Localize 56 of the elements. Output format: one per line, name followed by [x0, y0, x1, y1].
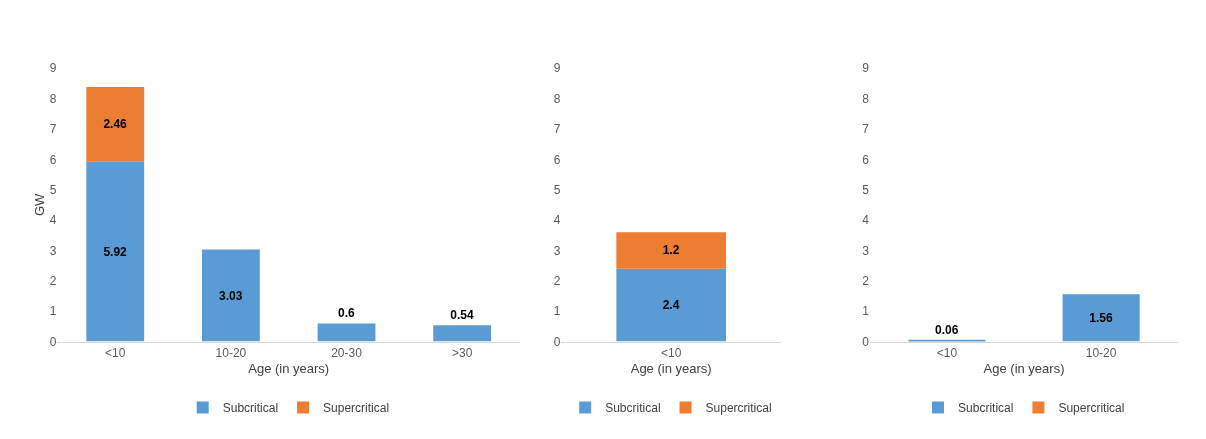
- y-tick-label: 9: [553, 61, 561, 76]
- y-tick-label: 5: [49, 182, 57, 197]
- y-axis-title: GW: [31, 193, 47, 217]
- legend-label: Supercritical: [323, 401, 390, 416]
- y-tick-label: 1: [49, 304, 57, 319]
- legend-label: Supercritical: [1058, 401, 1125, 416]
- x-axis-title: Age (in years): [630, 360, 712, 376]
- x-tick-label: <10: [661, 346, 682, 360]
- y-tick-label: 9: [49, 61, 57, 76]
- y-tick-label: 4: [862, 213, 870, 228]
- legend-label: Subcritical: [958, 401, 1014, 416]
- y-tick-label: 7: [862, 122, 870, 137]
- y-tick-label: 0: [862, 334, 870, 349]
- y-tick-label: 7: [553, 122, 561, 137]
- y-tick-label: 0: [49, 334, 57, 349]
- y-tick-label: 4: [49, 213, 57, 228]
- legend-label: Subcritical: [222, 401, 279, 416]
- data-label: 1.56: [1089, 310, 1113, 325]
- y-tick-label: 2: [862, 274, 870, 289]
- y-tick-label: 8: [49, 91, 57, 106]
- y-tick-label: 5: [553, 182, 561, 197]
- x-tick-label: 10-20: [215, 346, 247, 360]
- data-label: 0.6: [338, 306, 356, 321]
- x-tick-label: <10: [936, 346, 958, 360]
- x-tick-label: <10: [105, 346, 126, 360]
- y-tick-label: 8: [862, 91, 870, 106]
- y-tick-label: 0: [553, 334, 561, 349]
- y-tick-label: 1: [862, 304, 870, 319]
- y-tick-label: 7: [49, 122, 57, 137]
- data-label: 2.4: [662, 298, 680, 313]
- y-tick-label: 9: [862, 61, 870, 76]
- legend-label: Supercritical: [705, 401, 772, 416]
- y-tick-label: 3: [862, 243, 870, 258]
- legend-label: Subcritical: [605, 401, 661, 416]
- data-label: 0.06: [935, 322, 959, 337]
- y-tick-label: 6: [553, 152, 561, 167]
- data-label: 0.54: [450, 308, 474, 323]
- x-axis-title: Age (in years): [983, 360, 1065, 376]
- y-tick-label: 2: [553, 274, 561, 289]
- x-tick-label: >30: [451, 346, 473, 360]
- y-tick-label: 8: [553, 91, 561, 106]
- x-tick-label: 20-30: [331, 346, 363, 360]
- y-tick-label: 3: [49, 243, 57, 258]
- data-label: 2.46: [103, 117, 128, 132]
- y-tick-label: 6: [862, 152, 870, 167]
- x-axis-title: Age (in years): [248, 360, 330, 376]
- y-tick-label: 2: [49, 274, 57, 289]
- y-tick-label: 3: [553, 243, 561, 258]
- x-tick-label: 10-20: [1085, 346, 1117, 360]
- data-label: 3.03: [219, 288, 243, 303]
- y-tick-label: 5: [862, 182, 870, 197]
- y-tick-label: 4: [553, 213, 561, 228]
- y-tick-label: 6: [49, 152, 57, 167]
- y-tick-label: 1: [553, 304, 561, 319]
- data-label: 1.2: [662, 243, 680, 258]
- data-label: 5.92: [103, 244, 128, 259]
